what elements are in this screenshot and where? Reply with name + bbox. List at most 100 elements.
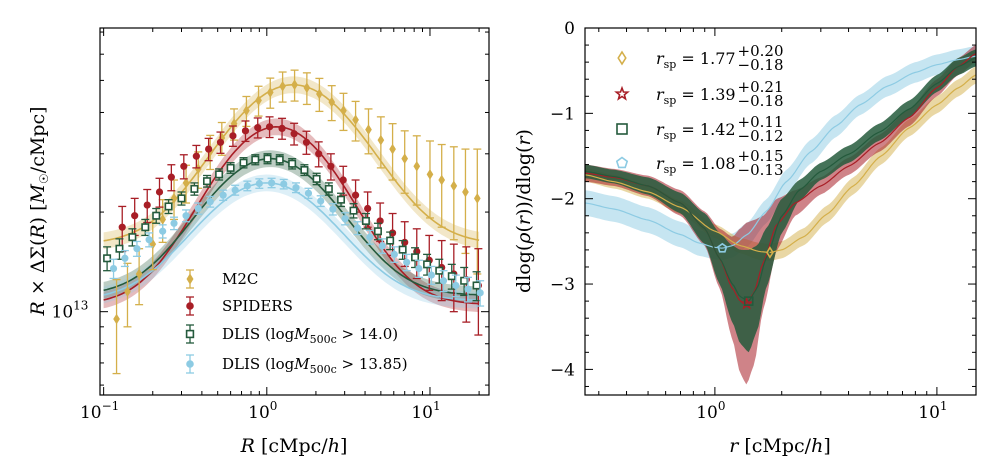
left-point-3-22 [378,242,386,250]
left-legend-label-2: DLIS (logM500c > 14.0) [222,325,398,346]
right-curve-3 [584,55,977,249]
left-point-1-0 [118,223,126,231]
left-tick-labels: 10−1 100 101 1013 [52,299,441,423]
left-point-1-7 [205,145,213,153]
right-ytick-label-3: −3 [550,275,575,295]
left-point-2-18 [324,184,333,193]
left-point-3-1 [121,254,129,262]
left-point-2-3 [141,223,150,232]
left-point-3-20 [353,224,362,232]
left-point-3-21 [366,233,374,241]
left-point-0-2 [135,268,143,280]
left-point-0-14 [279,80,286,92]
left-band-2 [103,150,480,304]
left-point-3-2 [133,245,141,253]
left-point-2-17 [312,174,321,183]
left-point-2-4 [152,211,161,220]
right-legend-marker-0 [617,50,627,66]
left-point-3-23 [390,250,398,258]
right-xtick-label-1: 101 [918,399,947,423]
left-point-3-28 [452,281,460,290]
left-point-3-9 [219,191,227,199]
right-ytick-label-1: −1 [550,104,575,124]
left-point-3-24 [403,258,411,266]
right-curve-2 [584,57,977,302]
left-point-2-29 [460,276,469,285]
left-point-3-13 [268,179,276,187]
left-legend-label-0: M2C [222,270,258,288]
right-legend-label-0: rsp = 1.77 [656,49,736,71]
left-curve-1 [103,125,480,305]
left-point-2-16 [300,166,309,175]
right-profile-curves [584,53,977,305]
left-point-0-17 [316,88,323,100]
right-ticks [585,27,976,395]
left-point-1-11 [254,124,262,132]
left-point-2-30 [472,281,481,290]
right-legend-label-3: rsp = 1.08 [656,154,736,176]
left-point-3-11 [243,182,251,190]
left-point-1-6 [192,152,200,160]
left-point-1-9 [229,132,237,140]
left-point-2-7 [190,184,199,193]
right-rsp-markers [717,242,774,310]
left-point-1-3 [155,188,164,196]
left-panel: 10−1 100 101 1013 R [cMpc/h] R × ΔΣ(R) [M☉/… [27,27,490,457]
left-point-0-20 [352,114,359,126]
left-point-2-23 [386,236,395,245]
left-point-0-0 [113,313,120,325]
left-point-0-25 [413,160,421,172]
right-ytick-label-2: −2 [550,190,575,210]
left-point-2-15 [288,159,297,168]
left-point-2-19 [337,195,346,204]
left-point-2-10 [226,163,235,172]
left-point-3-30 [476,289,484,297]
right-y-axis-label: dlog(ρ(r))/dlog(r) [513,129,535,293]
right-legend-errminus-3: −0.13 [738,161,784,179]
left-point-1-14 [290,130,298,138]
right-ytick-label-4: −4 [550,360,575,380]
left-point-1-4 [167,173,175,181]
left-point-1-19 [351,191,360,199]
left-legend-label-3: DLIS (logM500c > 13.85) [222,355,408,376]
left-x-axis-label: R [cMpc/h] [240,435,348,457]
left-point-2-1 [115,244,124,253]
right-rsp-marker-3 [717,242,728,253]
right-legend-marker-1 [614,85,630,101]
right-band-2 [585,49,976,353]
right-legend-errminus-2: −0.12 [738,127,784,145]
right-xtick-label-0: 100 [696,399,725,423]
left-point-0-27 [438,174,446,186]
right-legend-errplus-1: +0.21 [738,78,784,96]
left-point-2-26 [423,260,432,269]
left-point-0-29 [462,186,469,198]
left-point-2-13 [263,154,272,163]
left-point-3-29 [464,285,472,293]
left-point-3-17 [317,197,325,205]
right-rsp-marker-0 [765,246,774,259]
right-legend-errplus-0: +0.20 [738,42,784,60]
left-point-0-4 [159,214,167,225]
left-point-0-1 [124,286,131,297]
left-point-3-7 [194,204,202,213]
left-point-0-5 [170,193,178,204]
left-ticks [100,28,489,395]
left-point-2-12 [251,155,260,164]
right-panel: 100 101 0 −1 −2 −3 −4 r [cMpc/h] dlog(ρ(r))/dl… [513,19,977,457]
left-point-3-10 [231,186,239,194]
left-point-3-19 [341,215,349,223]
left-point-2-0 [103,254,112,263]
left-legend-marker-1 [186,302,194,310]
left-point-0-23 [389,143,396,155]
right-ytick-label-0: 0 [564,19,575,39]
right-legend-label-2: rsp = 1.42 [656,120,736,142]
left-point-1-1 [131,212,139,220]
left-point-2-24 [398,245,407,254]
left-xtick-label-2: 101 [411,399,440,423]
left-point-2-28 [447,272,456,281]
left-point-3-18 [329,205,337,213]
left-point-3-5 [170,219,178,227]
left-point-2-21 [361,216,370,225]
